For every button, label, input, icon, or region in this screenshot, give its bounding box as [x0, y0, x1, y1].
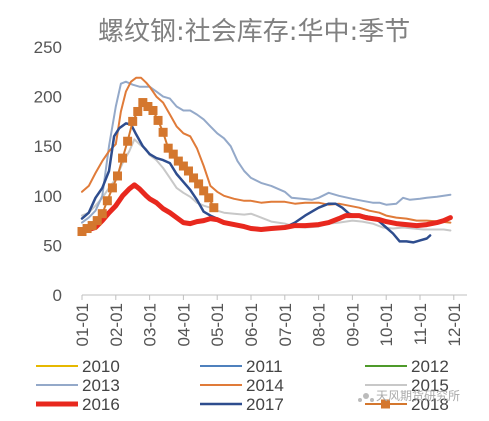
data-point-2018 [158, 127, 168, 137]
series-layer [77, 76, 453, 244]
x-tick-label: 03-01 [141, 303, 160, 346]
legend-item: 2014 [200, 376, 284, 395]
data-point-2018 [183, 166, 193, 176]
x-axis: 01-01 02-01 03-01 04-01 05-01 06-01 07-01 08-01… [73, 294, 467, 346]
y-tick-label: 150 [34, 137, 62, 156]
series-line-2013 [81, 80, 452, 224]
legend-item: 2015 [365, 376, 449, 395]
legend-label: 2012 [411, 357, 449, 376]
watermark-text: 天风期货研究所 [376, 388, 460, 403]
data-point-2018 [163, 143, 173, 153]
data-point-2018 [204, 193, 214, 203]
x-tick-label: 05-01 [208, 303, 227, 346]
data-point-2018 [112, 171, 122, 181]
data-point-2018 [199, 186, 209, 196]
legend-label: 2018 [411, 395, 449, 414]
x-tick-label: 04-01 [174, 303, 193, 346]
watermark-logo-icon [358, 393, 374, 402]
y-tick-label: 250 [34, 38, 62, 57]
legend-item: 2012 [365, 357, 449, 376]
x-tick-label: 12-01 [445, 303, 464, 346]
y-tick-label: 200 [34, 88, 62, 107]
series-line-2015 [81, 138, 452, 232]
data-point-2018 [97, 209, 107, 219]
y-tick-label: 100 [34, 187, 62, 206]
data-point-2018 [133, 106, 143, 116]
data-point-2018 [118, 153, 128, 163]
series-line-2014 [81, 76, 452, 224]
data-point-2018 [107, 183, 117, 193]
data-point-2018 [82, 224, 92, 234]
x-tick-label: 10-01 [377, 303, 396, 346]
y-tick-label: 50 [43, 236, 62, 255]
legend-label: 2011 [246, 357, 283, 376]
data-point-2018 [87, 221, 97, 231]
x-tick-label: 11-01 [411, 303, 430, 345]
x-tick-label: 08-01 [310, 303, 329, 346]
legend-marker [381, 399, 390, 409]
series-line-2016 [79, 182, 453, 233]
data-point-2018 [209, 203, 219, 213]
legend-item: 2017 [200, 395, 284, 414]
legend-item: 2013 [36, 376, 120, 395]
data-point-2018 [168, 149, 178, 159]
legend: 2010 2011 2012 2013 2014 2015 2016 2017 2018 [36, 357, 449, 414]
data-point-2018 [148, 105, 158, 115]
data-point-2018 [153, 115, 163, 125]
data-point-2018 [123, 136, 133, 146]
legend-label: 2015 [411, 376, 449, 395]
x-tick-label: 07-01 [276, 303, 295, 346]
data-point-2018 [194, 179, 204, 189]
legend-label: 2014 [246, 376, 284, 395]
y-axis: 0 50 100 150 200 250 [34, 38, 62, 305]
legend-item: 2018 [365, 395, 449, 414]
data-point-2018 [189, 173, 199, 183]
data-point-2018 [173, 156, 183, 166]
legend-label: 2016 [82, 395, 120, 414]
data-point-2018 [128, 116, 138, 126]
legend-label: 2013 [82, 376, 120, 395]
legend-item: 2010 [36, 357, 120, 376]
x-tick-label: 02-01 [107, 303, 126, 346]
legend-label: 2010 [82, 357, 120, 376]
legend-item: 2016 [36, 395, 120, 414]
data-point-2018 [102, 196, 112, 206]
data-point-2018 [92, 216, 102, 226]
legend-item: 2011 [200, 357, 283, 376]
data-point-2018 [138, 98, 148, 108]
data-point-2018 [77, 227, 87, 237]
data-point-2018 [178, 161, 188, 171]
watermark: 天风期货研究所 [358, 388, 460, 403]
data-point-2018 [143, 102, 153, 112]
chart-title: 螺纹钢:社会库存:华中:季节 [98, 17, 410, 47]
x-tick-label: 06-01 [242, 303, 261, 346]
x-tick-label: 09-01 [343, 303, 362, 346]
x-tick-label: 01-01 [73, 303, 92, 346]
y-tick-label: 0 [53, 286, 62, 305]
legend-label: 2017 [246, 395, 284, 414]
